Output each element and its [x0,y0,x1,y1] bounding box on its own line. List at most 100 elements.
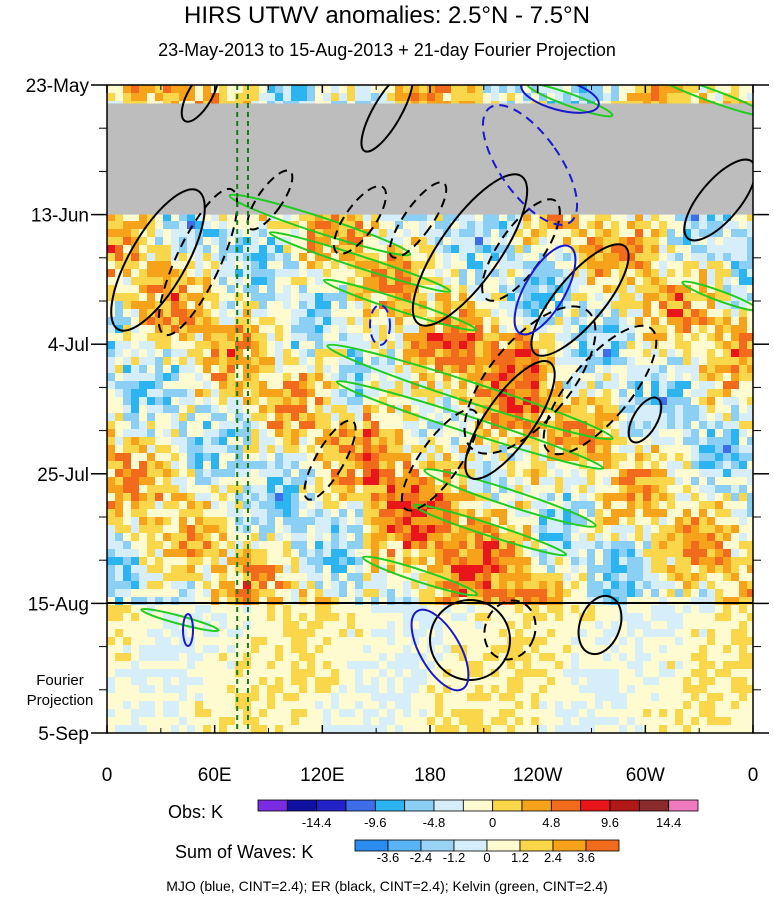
heat-cell [643,397,652,406]
heat-cell [427,213,436,222]
heat-cell [403,533,412,542]
heat-cell [435,213,444,222]
heat-cell [371,93,380,102]
heat-cell [675,413,684,422]
heat-cell [259,261,268,270]
heat-cell [299,477,308,486]
heat-cell [115,277,124,286]
heat-cell [139,437,148,446]
heat-cell [603,325,612,334]
heat-cell [627,309,636,318]
heat-cell [211,437,220,446]
heat-cell [219,85,228,94]
heat-cell [363,349,372,358]
heat-cell [355,309,364,318]
heat-cell [531,261,540,270]
heat-cell [691,93,700,102]
heat-cell [371,285,380,294]
heat-cell [187,389,196,398]
heat-cell [211,381,220,390]
heat-cell [731,509,740,518]
heat-cell [259,541,268,550]
heat-cell [587,445,596,454]
heat-cell [187,237,196,246]
heat-cell [467,565,476,574]
heat-cell [651,533,660,542]
heat-cell [539,269,548,278]
heat-cell [331,301,340,310]
heat-cell [619,349,628,358]
heat-cell [315,269,324,278]
heat-cell [251,525,260,534]
heat-cell [635,245,644,254]
heat-cell [299,309,308,318]
heat-cell [443,381,452,390]
heat-cell [323,389,332,398]
heat-cell [443,397,452,406]
heat-cell [387,541,396,550]
heat-cell [547,461,556,470]
heat-cell [739,493,748,502]
heat-cell [555,397,564,406]
heat-cell [411,549,420,558]
heat-cell [419,429,428,438]
heat-cell [563,541,572,550]
heat-cell [515,557,524,566]
heat-cell [315,517,324,526]
heat-cell [323,429,332,438]
heat-cell [491,229,500,238]
heat-cell [515,325,524,334]
heat-cell [699,317,708,326]
heat-cell [699,285,708,294]
heat-cell [547,309,556,318]
heat-cell [283,309,292,318]
heat-cell [435,509,444,518]
heat-cell [515,453,524,462]
heat-cell [627,405,636,414]
heat-cell [147,285,156,294]
heat-cell [531,341,540,350]
heat-cell [427,333,436,342]
heat-cell [683,357,692,366]
heat-cell [691,357,700,366]
heat-cell [611,317,620,326]
heat-cell [139,405,148,414]
heat-cell [179,517,188,526]
heat-cell [659,301,668,310]
heat-cell [419,365,428,374]
heat-cell [411,341,420,350]
heat-cell [739,221,748,230]
heat-cell [243,485,252,494]
heat-cell [283,365,292,374]
heat-cell [667,357,676,366]
heat-cell [699,245,708,254]
heat-cell [155,541,164,550]
heat-cell [283,477,292,486]
heat-cell [347,453,356,462]
heat-cell [403,293,412,302]
heat-cell [299,509,308,518]
heat-cell [363,85,372,94]
heat-cell [187,301,196,310]
heat-cell [195,413,204,422]
heat-cell [403,445,412,454]
heat-cell [723,565,732,574]
heat-cell [683,309,692,318]
heat-cell [195,461,204,470]
heat-cell [643,429,652,438]
heat-cell [251,557,260,566]
heat-cell [707,493,716,502]
heat-cell [107,533,116,542]
heat-cell [435,413,444,422]
heat-cell [251,277,260,286]
heat-cell [115,557,124,566]
heat-cell [499,245,508,254]
heat-cell [251,437,260,446]
heat-cell [459,237,468,246]
heat-cell [643,413,652,422]
heat-cell [379,437,388,446]
heat-cell [339,453,348,462]
heat-cell [451,549,460,558]
heat-cell [643,293,652,302]
heat-cell [723,341,732,350]
